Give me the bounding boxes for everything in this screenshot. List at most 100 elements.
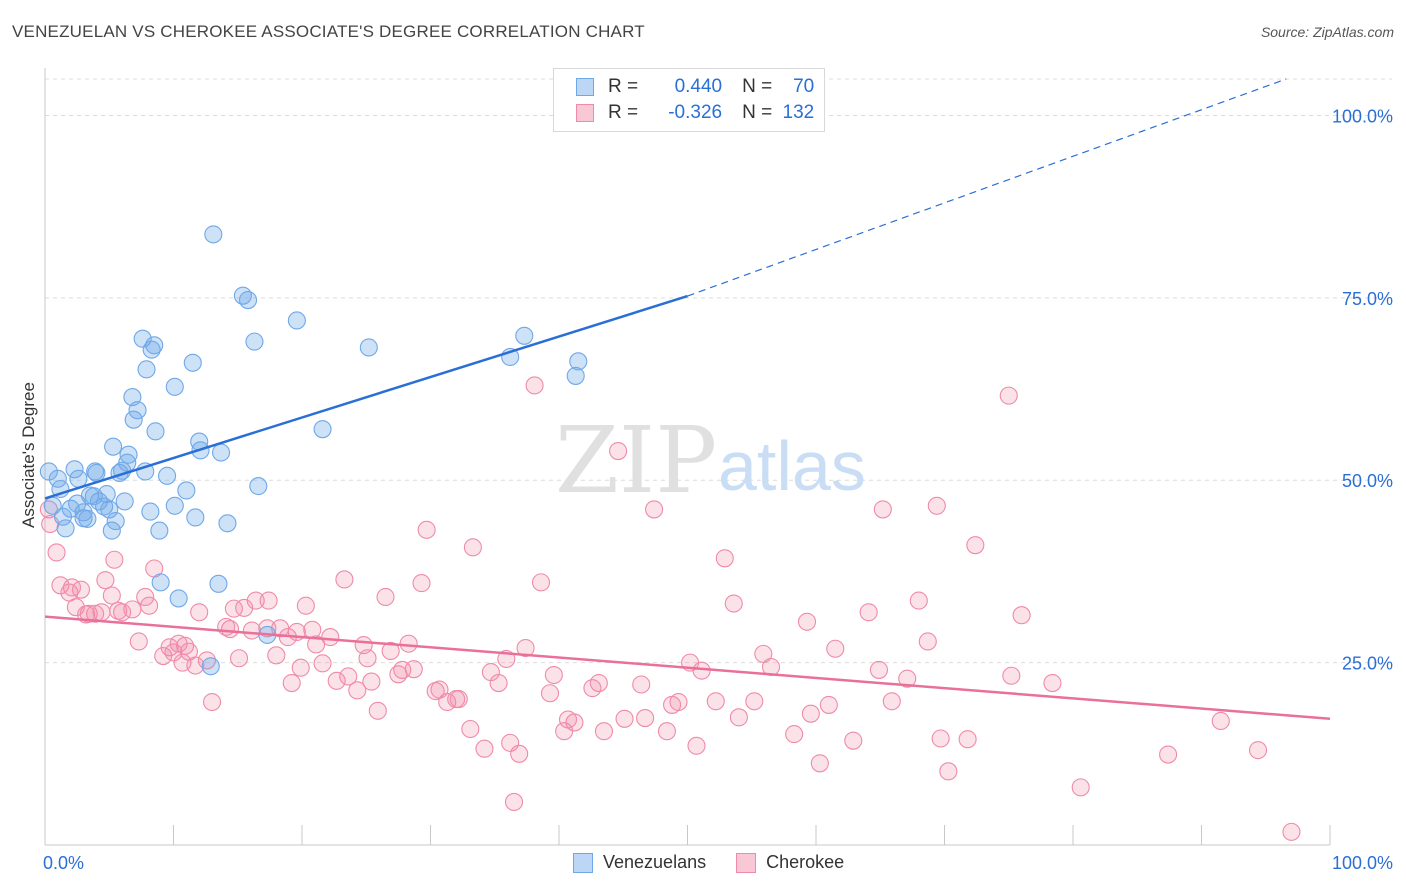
venezuelan-point: [119, 445, 138, 464]
venezuelan-point: [204, 225, 223, 244]
venezuelan-point: [183, 353, 202, 372]
cherokee-point: [729, 708, 748, 727]
cherokee-point: [229, 649, 249, 668]
cherokee-point: [724, 594, 743, 613]
venezuelan-point: [359, 338, 378, 357]
cherokee-point: [348, 681, 367, 700]
cherokee-point: [267, 646, 286, 665]
legend-swatch-cherokee: [576, 104, 594, 122]
cherokee-point: [461, 719, 480, 739]
legend-label-venezuelans: Venezuelans: [603, 852, 707, 872]
legend-row-venezuelans: R = 0.440 N = 70: [576, 75, 814, 99]
cherokee-point: [404, 660, 423, 679]
cherokee-point: [657, 722, 676, 741]
cherokee-point: [785, 725, 804, 744]
cherokee-point: [594, 722, 614, 741]
cherokee-point: [190, 603, 209, 622]
cherokee-point: [220, 620, 240, 639]
cherokee-point: [999, 386, 1018, 405]
cherokee-point: [399, 634, 418, 653]
cherokee-point: [291, 658, 310, 677]
cherokee-point: [140, 596, 159, 615]
cherokee-point: [826, 639, 845, 658]
chart-source: Source: ZipAtlas.com: [1260, 24, 1394, 40]
legend-n-label: N =: [742, 76, 773, 97]
cherokee-point: [958, 730, 977, 749]
axes: [44, 68, 1331, 846]
venezuelan-point: [287, 311, 306, 330]
cherokee-point: [1282, 822, 1301, 841]
y-tick-label: 25.0%: [1342, 654, 1393, 674]
cherokee-point: [645, 500, 664, 519]
cherokee-point: [745, 692, 764, 711]
cherokee-point: [931, 729, 950, 748]
venezuelan-point: [69, 469, 88, 488]
venezuelan-point: [124, 410, 143, 429]
cherokee-point: [715, 549, 734, 568]
cherokee-point: [615, 709, 634, 728]
cherokee-point: [927, 496, 946, 515]
venezuelan-point: [100, 500, 119, 519]
cherokee-point: [463, 538, 482, 557]
venezuelan-point: [102, 521, 121, 540]
venezuelan-point: [186, 508, 205, 527]
venezuelan-point: [87, 463, 106, 482]
legend-item-venezuelans[interactable]: Venezuelans: [573, 852, 706, 873]
cherokee-point: [1002, 666, 1021, 685]
venezuelan-point: [56, 519, 75, 538]
cherokee-point: [636, 709, 655, 728]
cherokee-point: [882, 692, 901, 711]
cherokee-point: [412, 574, 431, 593]
cherokee-point: [1211, 711, 1230, 731]
venezuelan-point: [177, 481, 196, 500]
venezuelan-point: [158, 466, 177, 485]
cherokee-point: [368, 701, 387, 720]
cherokee-point: [129, 632, 148, 651]
cherokee-point: [358, 649, 377, 668]
cherokee-point: [123, 600, 142, 619]
cherokee-point: [47, 543, 66, 562]
cherokee-point: [801, 704, 820, 723]
cherokee-point: [224, 599, 243, 618]
cherokee-point: [873, 500, 892, 519]
legend-r-label: R =: [608, 102, 639, 123]
cherokee-point: [313, 654, 332, 673]
cherokee-point: [449, 690, 468, 709]
cherokee-point: [235, 598, 254, 617]
legend-row-cherokee: R = -0.326 N = 132: [576, 101, 814, 125]
y-tick-label: 100.0%: [1332, 106, 1393, 126]
venezuelan-point: [141, 502, 160, 521]
cherokee-point: [544, 665, 563, 685]
cherokee-point: [113, 603, 132, 622]
cherokee-point: [489, 673, 508, 693]
cherokee-point: [918, 632, 937, 651]
venezuelan-point: [211, 443, 231, 462]
cherokee-point: [86, 604, 105, 623]
venezuelan-point: [128, 401, 147, 420]
venezuelan-point: [218, 514, 237, 533]
venezuelan-point: [169, 589, 188, 608]
legend-item-cherokee[interactable]: Cherokee: [736, 852, 844, 873]
bottom-legend: Venezuelans Cherokee: [573, 852, 874, 873]
cherokee-point: [376, 587, 395, 607]
venezuelan-point: [137, 360, 156, 379]
venezuelan-trend-line: [44, 294, 688, 500]
venezuelan-points: [39, 225, 588, 676]
cherokee-point: [589, 673, 608, 693]
cherokee-point: [282, 673, 301, 693]
cherokee-point: [242, 621, 261, 640]
venezuelan-point: [209, 574, 228, 593]
cherokee-point: [1043, 673, 1062, 693]
venezuelan-point: [145, 336, 164, 355]
cherokee-point: [516, 638, 535, 658]
cherokee-point: [105, 550, 124, 569]
cherokee-point: [258, 619, 277, 638]
watermark-zip: ZIP: [555, 407, 717, 514]
cherokee-point: [362, 672, 381, 691]
cherokee-point: [510, 744, 529, 763]
venezuelan-point: [245, 332, 264, 351]
cherokee-point: [307, 635, 326, 654]
cherokee-point: [51, 576, 70, 595]
cherokee-point: [164, 643, 183, 662]
venezuelan-point: [97, 485, 116, 504]
